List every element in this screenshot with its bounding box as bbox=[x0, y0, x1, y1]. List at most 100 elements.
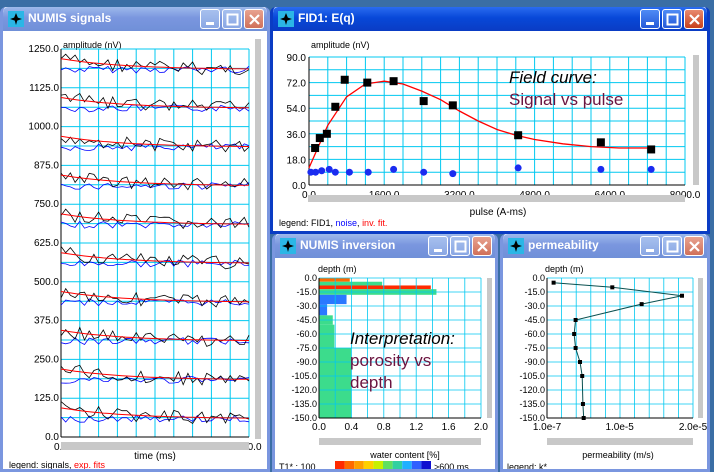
y-tick-label: 72.0 bbox=[287, 79, 307, 90]
exp-fit-curve bbox=[60, 58, 249, 70]
annotation-subtitle: Signal vs pulse bbox=[509, 90, 624, 109]
minimize-icon bbox=[646, 22, 654, 25]
minimize-button[interactable] bbox=[640, 9, 660, 29]
y-tick-label: 1250.0 bbox=[28, 44, 59, 55]
inversion-window[interactable]: NUMIS inversion depth (m) 0.0 -15.0 -30.0 -… bbox=[272, 234, 498, 472]
noise-trace bbox=[60, 182, 250, 190]
y-tick-label: -90.0 bbox=[296, 357, 317, 367]
fid-window[interactable]: FID1: E(q) amplitude (nV) 0.0 18.0 36.0 54.… bbox=[270, 7, 710, 234]
signals-title: NUMIS signals bbox=[28, 11, 112, 25]
x-tick-labels: 0.0 0.4 0.8 1.2 1.6 2.0 bbox=[312, 422, 488, 433]
permeability-point bbox=[573, 318, 578, 322]
horizontal-scrollbar[interactable] bbox=[308, 195, 685, 202]
signals-legend: legend: signals, exp. fits bbox=[9, 460, 105, 469]
permeability-titlebar[interactable]: permeability bbox=[503, 234, 707, 258]
signals-window[interactable]: NUMIS signals amplitude (nV) 1250.0 1125.… bbox=[0, 7, 270, 472]
maximize-button[interactable] bbox=[450, 236, 470, 256]
noise-trace bbox=[60, 259, 250, 268]
colorbar-segment bbox=[402, 461, 412, 469]
noise-point bbox=[514, 164, 522, 172]
x-tick-label: 1.2 bbox=[409, 422, 423, 433]
colorbar-segment bbox=[335, 461, 345, 469]
x-tick-label: 0.8 bbox=[377, 422, 391, 433]
horizontal-scrollbar[interactable] bbox=[319, 438, 481, 445]
noise-trace bbox=[60, 143, 250, 152]
noise-point bbox=[312, 168, 320, 176]
y-axis-title: depth (m) bbox=[318, 264, 357, 274]
exp-fit-curve bbox=[60, 291, 249, 303]
x-tick-label: 1.0e-5 bbox=[605, 422, 634, 433]
permeability-point bbox=[610, 285, 615, 290]
y-tick-label: 0.0 bbox=[304, 273, 317, 283]
inversion-title: NUMIS inversion bbox=[300, 238, 396, 252]
y-tick-label: 54.0 bbox=[287, 104, 307, 115]
fid-data-point bbox=[596, 138, 605, 147]
fid-data-point bbox=[311, 144, 320, 153]
close-icon bbox=[477, 241, 488, 252]
x-axis-title: time (ms) bbox=[134, 451, 176, 462]
interpretation-annotation: Interpretation: porosity vs depth bbox=[350, 328, 455, 394]
maximize-button[interactable] bbox=[222, 9, 242, 29]
numis-app-icon bbox=[8, 11, 24, 27]
exp-fit-curve bbox=[60, 252, 249, 264]
colorbar-segment bbox=[354, 461, 364, 469]
inversion-titlebar[interactable]: NUMIS inversion bbox=[275, 234, 495, 258]
maximize-button[interactable] bbox=[662, 236, 682, 256]
minimize-icon bbox=[434, 249, 442, 252]
close-button[interactable] bbox=[684, 9, 704, 29]
exp-fit-curve bbox=[60, 329, 249, 341]
x-tick-labels: 1.0e-7 1.0e-5 2.0e-5 bbox=[533, 422, 707, 433]
minimize-button[interactable] bbox=[200, 9, 220, 29]
x-tick-label: 1.0e-7 bbox=[533, 422, 562, 433]
x-axis-title: permeability (m/s) bbox=[582, 450, 654, 460]
y-tick-label: 36.0 bbox=[287, 130, 307, 141]
fid-titlebar[interactable]: FID1: E(q) bbox=[273, 7, 707, 31]
minimize-button[interactable] bbox=[640, 236, 660, 256]
vertical-scrollbar[interactable] bbox=[255, 39, 261, 439]
field-curve-annotation: Field curve: Signal vs pulse bbox=[509, 67, 623, 111]
colorbar-segment bbox=[392, 461, 403, 469]
t1-colorbar bbox=[335, 461, 431, 469]
noise-point bbox=[325, 165, 333, 173]
minimize-icon bbox=[646, 249, 654, 252]
permeability-window[interactable]: permeability depth (m) 0.0 -15.0 -30.0 -45.… bbox=[500, 234, 710, 472]
y-tick-label: 1125.0 bbox=[29, 83, 59, 94]
y-tick-label: -135.0 bbox=[519, 399, 545, 409]
x-tick-label: 1.6 bbox=[442, 422, 456, 433]
x-tick-label: 8000.0 bbox=[670, 190, 701, 201]
maximize-icon bbox=[454, 240, 467, 253]
permeability-point bbox=[580, 402, 585, 406]
y-tick-label: 250.0 bbox=[34, 354, 59, 365]
maximize-button[interactable] bbox=[662, 9, 682, 29]
close-button[interactable] bbox=[472, 236, 492, 256]
horizontal-scrollbar[interactable] bbox=[61, 442, 249, 450]
vertical-scrollbar[interactable] bbox=[693, 55, 699, 185]
inversion-chart: depth (m) 0.0 -15.0 -30.0 -45.0 -60.0 -75.0 -9… bbox=[279, 264, 492, 469]
y-tick-label: -90.0 bbox=[524, 357, 545, 367]
colorbar-segment bbox=[344, 461, 355, 469]
fid-data-point bbox=[419, 97, 428, 106]
permeability-curve bbox=[553, 282, 683, 419]
close-button[interactable] bbox=[684, 236, 704, 256]
colorbar-segment bbox=[421, 461, 431, 469]
x-axis-title: pulse (A-ms) bbox=[470, 207, 527, 218]
water-content-bar bbox=[319, 278, 350, 282]
signals-titlebar[interactable]: NUMIS signals bbox=[3, 7, 267, 31]
y-tick-label: 500.0 bbox=[34, 277, 59, 288]
noise-point bbox=[364, 168, 372, 176]
minimize-button[interactable] bbox=[428, 236, 448, 256]
noise-point bbox=[449, 170, 457, 178]
x-tick-label: 0.4 bbox=[344, 422, 358, 433]
legend-fid1: legend: FID1, bbox=[279, 218, 336, 228]
vertical-scrollbar[interactable] bbox=[487, 278, 492, 418]
permeability-point bbox=[639, 302, 644, 307]
fid-data-point bbox=[331, 102, 340, 111]
data-points bbox=[311, 75, 656, 154]
fid-data-point bbox=[647, 145, 656, 154]
fid-data-point bbox=[448, 101, 457, 110]
vertical-scrollbar[interactable] bbox=[698, 278, 703, 418]
permeability-points bbox=[551, 280, 684, 420]
horizontal-scrollbar[interactable] bbox=[547, 438, 693, 445]
maximize-icon bbox=[666, 13, 679, 26]
close-button[interactable] bbox=[244, 9, 264, 29]
